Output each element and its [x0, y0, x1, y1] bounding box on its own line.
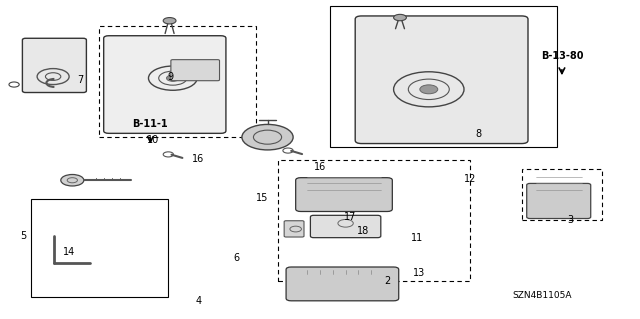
Text: 7: 7 [77, 75, 83, 85]
Circle shape [61, 174, 84, 186]
Text: 12: 12 [464, 174, 476, 184]
Bar [278, 160, 470, 281]
Circle shape [394, 14, 406, 21]
FancyBboxPatch shape [310, 215, 381, 238]
Text: 8: 8 [476, 129, 482, 139]
Bar [31, 199, 168, 297]
Text: 3: 3 [568, 215, 574, 225]
Text: B-13-80: B-13-80 [541, 51, 583, 61]
Text: 13: 13 [413, 268, 425, 278]
Text: 6: 6 [234, 253, 240, 263]
FancyBboxPatch shape [355, 16, 528, 144]
FancyBboxPatch shape [22, 38, 86, 93]
Circle shape [166, 75, 179, 81]
Text: 9: 9 [168, 71, 174, 82]
Text: 16: 16 [314, 162, 326, 173]
Text: 16: 16 [192, 154, 204, 165]
Circle shape [242, 124, 293, 150]
Bar [522, 169, 602, 220]
Text: 2: 2 [384, 276, 390, 286]
FancyBboxPatch shape [171, 60, 220, 81]
FancyBboxPatch shape [104, 36, 226, 133]
Text: 15: 15 [256, 193, 268, 203]
Text: 14: 14 [63, 247, 75, 257]
Bar [330, 6, 557, 147]
Text: 10: 10 [147, 135, 159, 145]
Text: 11: 11 [411, 233, 423, 243]
FancyBboxPatch shape [286, 267, 399, 301]
FancyBboxPatch shape [296, 178, 392, 211]
Text: B-11-1: B-11-1 [132, 119, 168, 129]
Circle shape [420, 85, 438, 94]
Text: 18: 18 [357, 226, 369, 236]
Text: SZN4B1105A: SZN4B1105A [512, 291, 572, 300]
Bar [99, 26, 256, 137]
FancyBboxPatch shape [284, 221, 304, 237]
Circle shape [163, 18, 176, 24]
Text: 4: 4 [195, 296, 202, 307]
Text: 17: 17 [344, 212, 356, 222]
FancyBboxPatch shape [527, 183, 591, 219]
Text: 5: 5 [20, 231, 27, 241]
